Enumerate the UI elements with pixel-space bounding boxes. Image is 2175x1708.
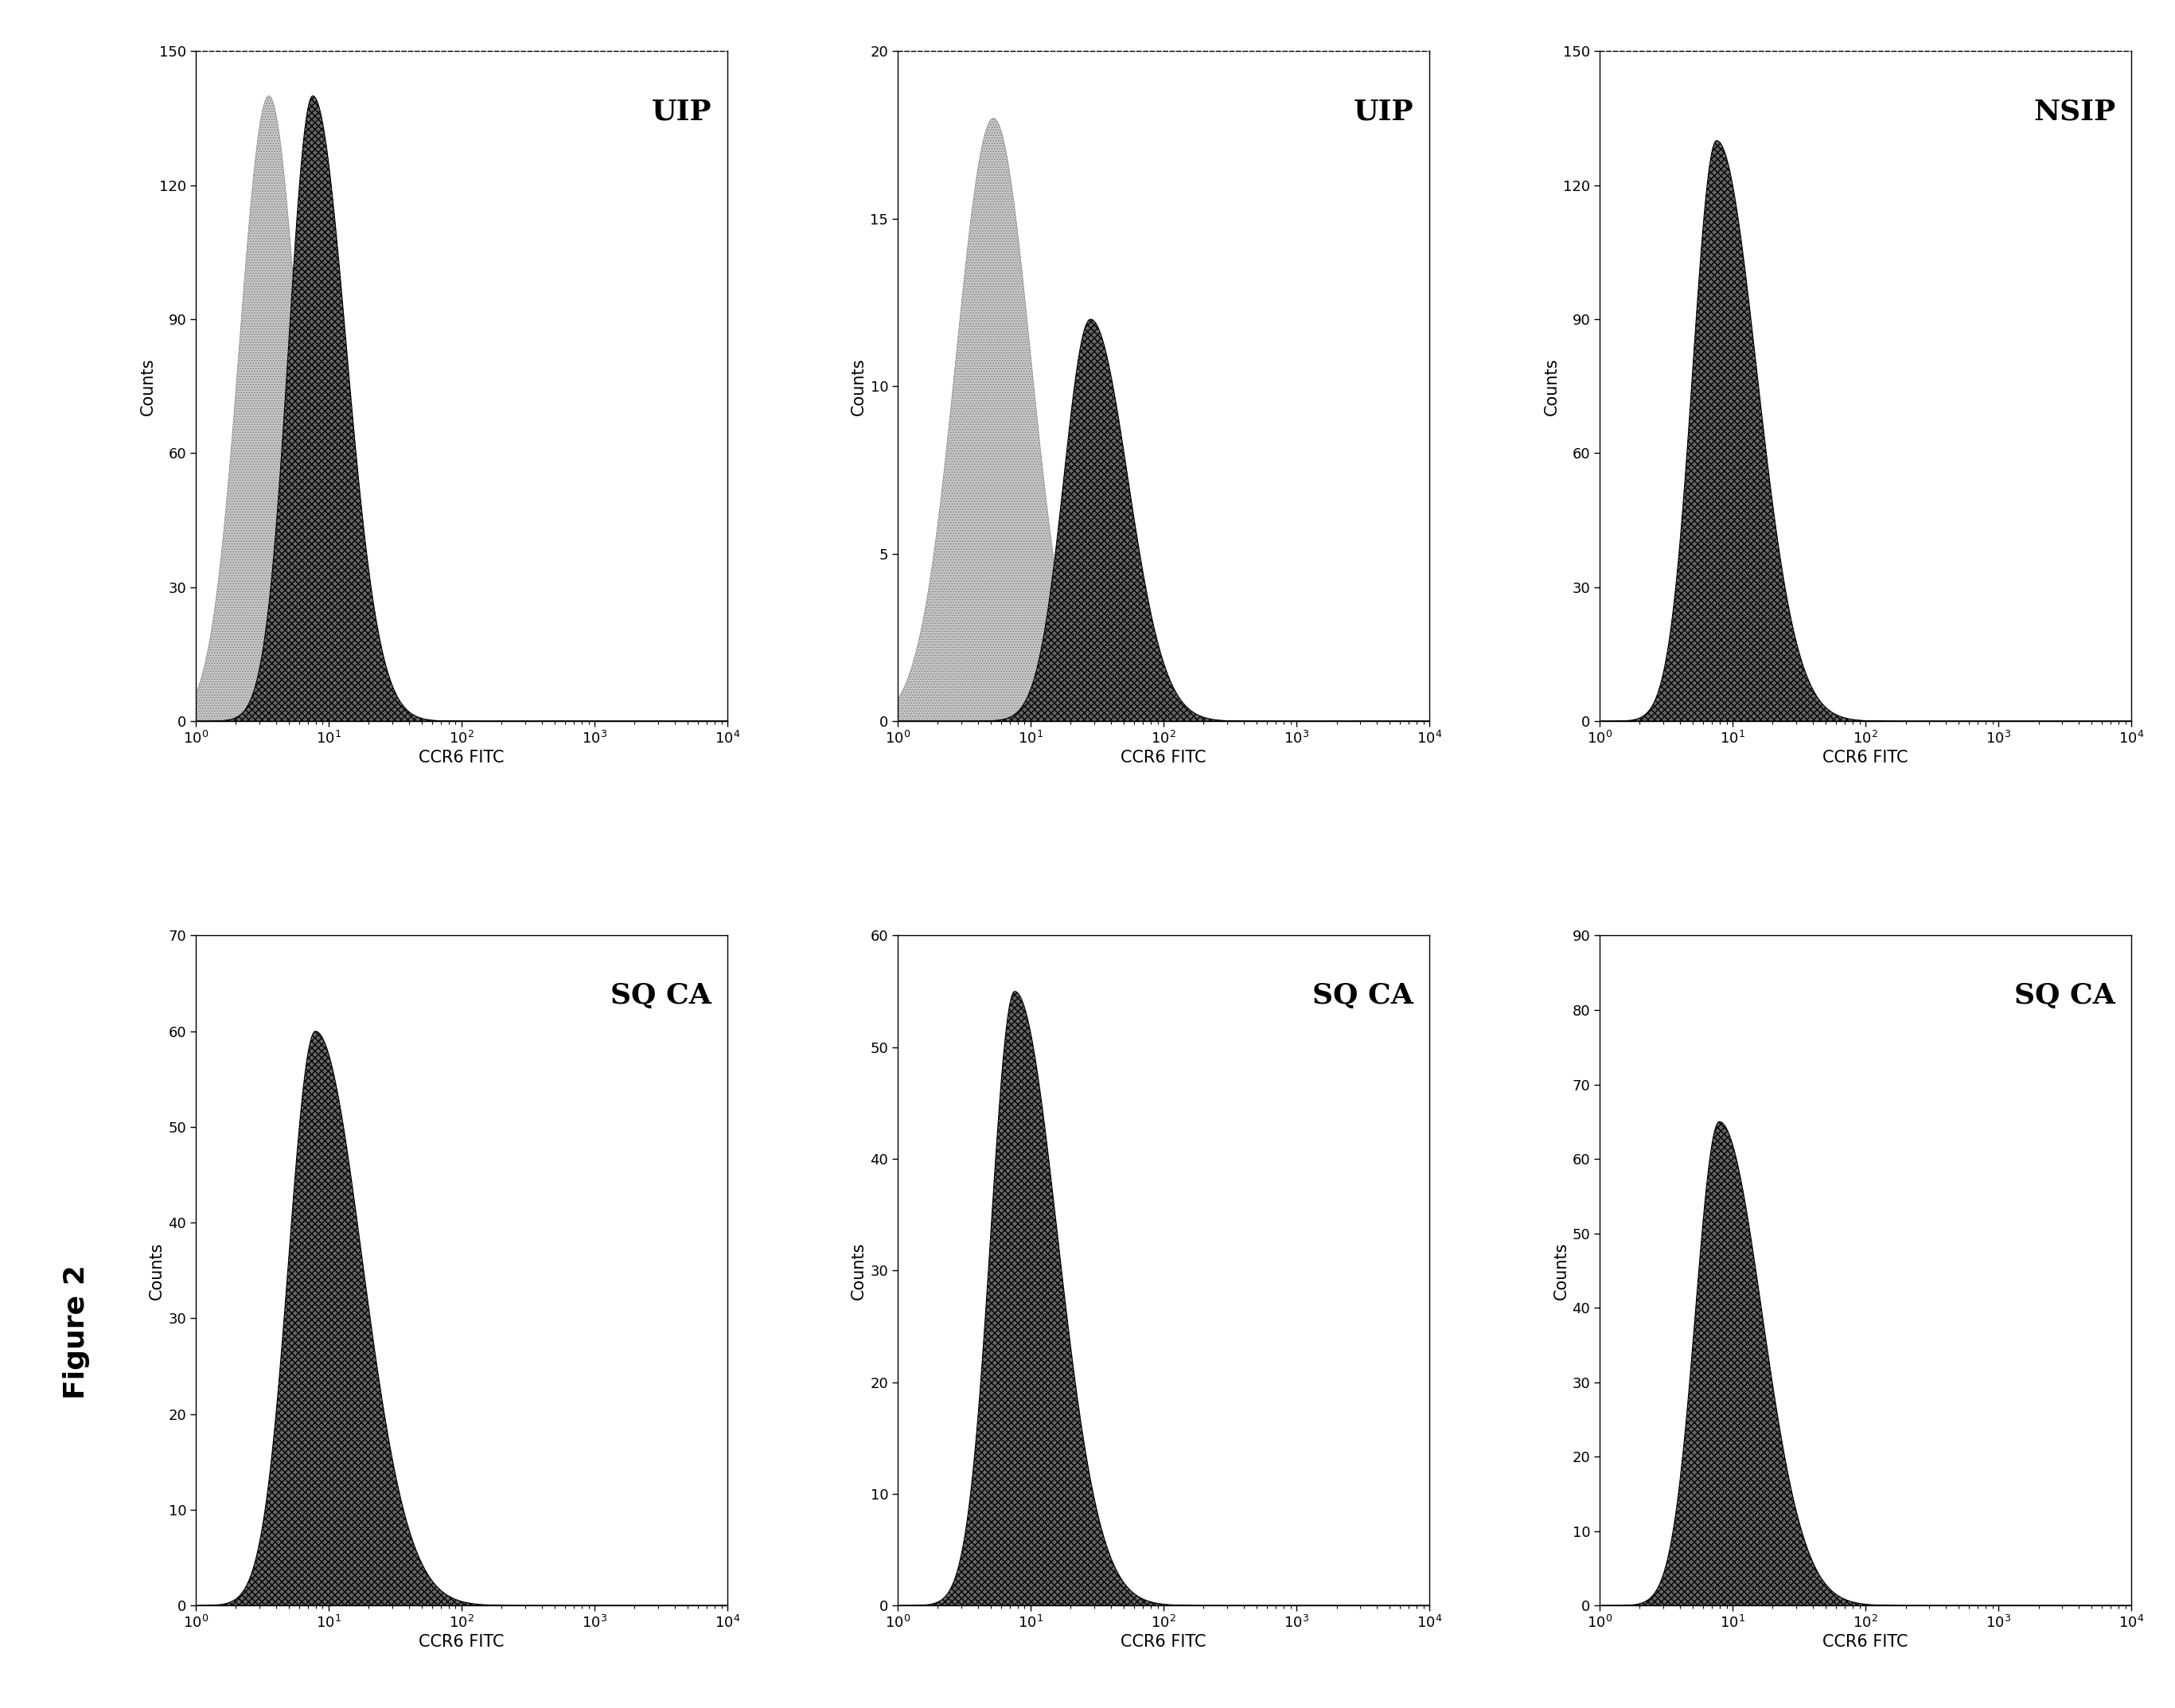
X-axis label: CCR6 FITC: CCR6 FITC (1120, 1635, 1207, 1650)
Text: UIP: UIP (652, 97, 711, 125)
Y-axis label: Counts: Counts (1553, 1242, 1568, 1300)
Y-axis label: Counts: Counts (850, 1242, 868, 1300)
X-axis label: CCR6 FITC: CCR6 FITC (1120, 750, 1207, 765)
Text: UIP: UIP (1353, 97, 1414, 125)
Y-axis label: Counts: Counts (139, 357, 157, 415)
Y-axis label: Counts: Counts (150, 1242, 165, 1300)
Text: NSIP: NSIP (2034, 97, 2116, 125)
Text: SQ CA: SQ CA (611, 982, 711, 1009)
X-axis label: CCR6 FITC: CCR6 FITC (420, 1635, 505, 1650)
Y-axis label: Counts: Counts (1544, 357, 1559, 415)
X-axis label: CCR6 FITC: CCR6 FITC (1823, 1635, 1907, 1650)
Y-axis label: Counts: Counts (850, 357, 868, 415)
Text: Figure 2: Figure 2 (63, 1266, 89, 1399)
X-axis label: CCR6 FITC: CCR6 FITC (420, 750, 505, 765)
Text: SQ CA: SQ CA (2014, 982, 2116, 1009)
Text: SQ CA: SQ CA (1312, 982, 1414, 1009)
X-axis label: CCR6 FITC: CCR6 FITC (1823, 750, 1907, 765)
